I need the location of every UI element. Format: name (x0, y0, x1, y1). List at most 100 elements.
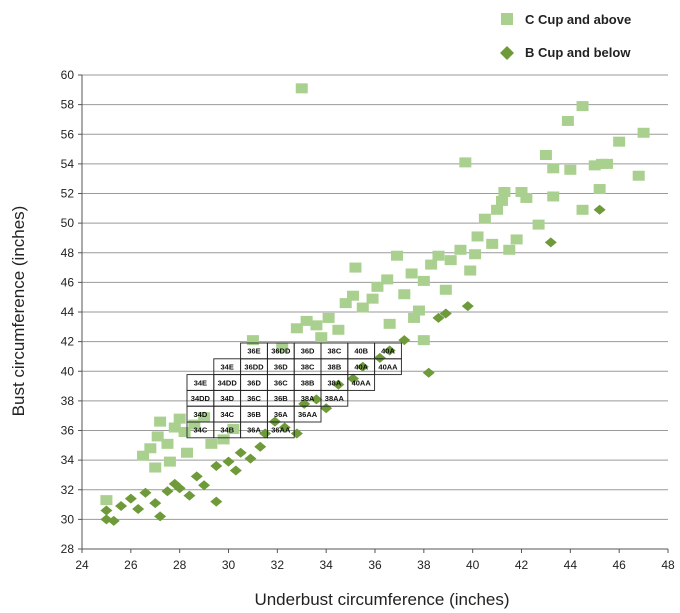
point-b-cup-20 (244, 453, 257, 464)
point-b-cup-12 (183, 490, 196, 501)
point-c-cup-51 (520, 192, 533, 203)
point-c-cup-68 (295, 83, 308, 94)
point-c-cup-20 (300, 315, 313, 326)
size-cell-5-3 (266, 421, 295, 439)
y-tick-label-30: 30 (61, 512, 75, 526)
size-label-38b-2: 38B (301, 378, 315, 387)
point-c-cup-42 (471, 231, 484, 242)
point-b-cup-34 (439, 308, 452, 319)
point-c-cup-6 (168, 422, 181, 433)
gridlines (82, 74, 668, 550)
size-label-36aa-5: 36AA (271, 426, 291, 435)
point-c-cup-13 (180, 447, 193, 458)
point-c-cup-58 (576, 101, 589, 112)
point-b-cup-9 (161, 486, 174, 497)
series-c-cup-points (100, 83, 650, 506)
size-label-34b-5: 34B (220, 426, 234, 435)
size-label-34c-4: 34C (220, 410, 234, 419)
size-label-36dd-0: 36DD (271, 347, 291, 356)
point-c-cup-44 (486, 238, 499, 249)
y-tick-label-50: 50 (61, 216, 75, 230)
point-b-cup-2 (115, 501, 128, 512)
point-c-cup-52 (532, 219, 545, 230)
point-b-cup-13 (190, 471, 203, 482)
point-c-cup-50 (515, 187, 528, 198)
point-c-cup-11 (149, 462, 162, 473)
y-axis-title: Bust circumference (inches) (9, 206, 28, 417)
point-c-cup-66 (576, 204, 589, 215)
x-tick-label-28: 28 (173, 558, 187, 572)
size-label-34e-2: 34E (194, 378, 207, 387)
point-c-cup-41 (469, 249, 482, 260)
x-axis-title: Underbust circumference (inches) (254, 590, 509, 609)
point-c-cup-1 (137, 450, 150, 461)
point-b-cup-16 (210, 461, 223, 472)
point-b-cup-4 (124, 493, 137, 504)
point-c-cup-36 (432, 250, 445, 261)
point-b-cup-3 (100, 505, 113, 516)
x-tick-labels: 24 26 28 30 32 34 36 38 40 42 44 46 48 (75, 558, 675, 572)
y-tick-label-46: 46 (61, 275, 75, 289)
point-c-cup-47 (498, 187, 511, 198)
point-b-cup-27 (332, 379, 345, 390)
size-label-36dd-1: 36DD (244, 363, 264, 372)
point-b-cup-5 (132, 504, 145, 515)
point-c-cup-67 (459, 157, 472, 168)
point-c-cup-0 (100, 495, 113, 506)
point-c-cup-2 (144, 443, 157, 454)
size-label-36b-4: 36B (247, 410, 261, 419)
point-c-cup-30 (390, 250, 403, 261)
legend: C Cup and above B Cup and below (500, 12, 631, 60)
y-tick-labels: 28 30 32 34 36 38 40 42 44 46 48 50 52 54 56 58 60 (61, 68, 75, 556)
legend-label-b-cup: B Cup and below (525, 45, 631, 60)
bra-size-grid: 36E 36DD 36D 38C 40B 40A 34E 36DD 36D 38C 38B 40A 40… (186, 342, 402, 439)
y-tick-label-58: 58 (61, 98, 75, 112)
point-c-cup-10 (198, 412, 211, 423)
point-c-cup-22 (322, 312, 335, 323)
point-c-cup-35 (425, 259, 438, 270)
point-c-cup-28 (371, 281, 384, 292)
y-tick-label-38: 38 (61, 394, 75, 408)
size-label-34e-1: 34E (221, 363, 234, 372)
point-c-cup-56 (561, 115, 574, 126)
legend-label-c-cup: C Cup and above (525, 12, 631, 27)
point-c-cup-61 (600, 158, 613, 169)
size-label-38a-3: 38A (301, 394, 315, 403)
point-b-cup-1 (107, 515, 120, 526)
point-c-cup-3 (154, 416, 167, 427)
point-b-cup-29 (356, 361, 369, 372)
point-c-cup-16 (227, 424, 240, 435)
point-b-cup-36 (544, 237, 557, 248)
size-label-34d-4: 34D (194, 410, 208, 419)
point-c-cup-27 (366, 293, 379, 304)
point-c-cup-39 (454, 244, 467, 255)
x-tick-label-48: 48 (661, 558, 675, 572)
point-b-cup-26 (310, 394, 323, 405)
point-c-cup-57 (564, 164, 577, 175)
size-cell-4-4 (293, 405, 322, 423)
point-c-cup-37 (439, 284, 452, 295)
point-b-cup-38 (398, 335, 411, 346)
size-label-36d-0: 36D (301, 347, 315, 356)
point-b-cup-8 (154, 511, 167, 522)
size-label-36d-1: 36D (274, 363, 288, 372)
y-tick-label-40: 40 (61, 364, 75, 378)
x-tick-label-46: 46 (612, 558, 626, 572)
point-b-cup-6 (139, 487, 152, 498)
point-c-cup-7 (173, 413, 186, 424)
size-label-40a-0: 40A (381, 347, 395, 356)
y-tick-label-44: 44 (61, 305, 75, 319)
x-tick-label-40: 40 (466, 558, 480, 572)
point-c-cup-40 (464, 265, 477, 276)
point-c-cup-49 (510, 234, 523, 245)
size-label-36a-5: 36A (247, 426, 261, 435)
y-tick-label-60: 60 (61, 68, 75, 82)
axes (78, 74, 669, 553)
x-tick-label-24: 24 (75, 558, 89, 572)
point-b-cup-24 (278, 422, 291, 433)
point-b-cup-7 (149, 498, 162, 509)
x-tick-label-30: 30 (222, 558, 236, 572)
point-c-cup-29 (381, 274, 394, 285)
point-c-cup-17 (246, 335, 259, 346)
size-label-38aa-3: 38AA (325, 394, 345, 403)
